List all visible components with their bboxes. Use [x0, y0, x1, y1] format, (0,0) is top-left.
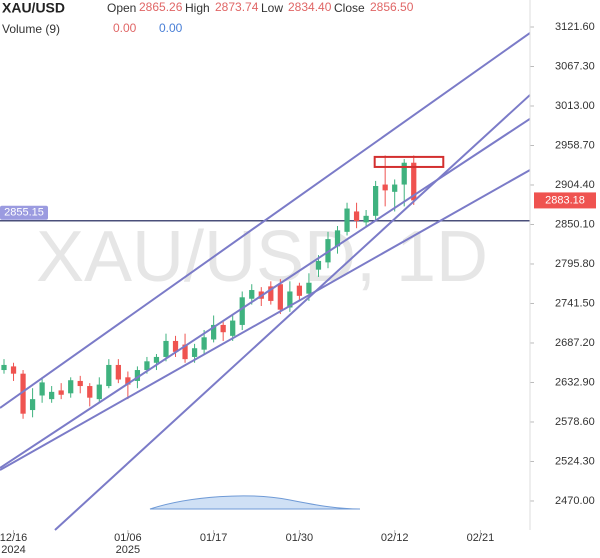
volume-label: Volume (9): [2, 22, 60, 36]
volume-value: 0.00: [159, 21, 183, 35]
candle-body: [287, 291, 293, 308]
candle-body: [106, 364, 112, 387]
x-tick-label: 02/12: [381, 532, 409, 544]
y-tick-label: 3121.60: [555, 21, 595, 33]
candle-body: [296, 285, 303, 296]
y-tick-label: 2850.10: [555, 218, 595, 230]
legend-value: 2834.40: [288, 0, 332, 14]
y-tick-label: 2524.30: [555, 455, 595, 467]
candle-body: [153, 356, 160, 363]
y-tick-label: 2741.50: [555, 297, 595, 309]
candle-body: [144, 361, 150, 371]
last-price-label: 2883.18: [545, 194, 585, 206]
candle-body: [172, 340, 179, 352]
candle-body: [268, 286, 274, 301]
hline-label: 2855.15: [4, 207, 44, 219]
plot-layer: 2855.15: [0, 32, 531, 531]
y-tick-label: 2958.70: [555, 139, 595, 151]
candle-body: [49, 391, 55, 400]
candle-body: [334, 230, 341, 247]
legend-value: 2873.74: [215, 0, 259, 14]
candle-body: [1, 364, 7, 371]
candle-body: [134, 370, 141, 381]
symbol: XAU/USD: [2, 0, 65, 16]
candle-body: [201, 337, 207, 350]
candle-body: [39, 382, 45, 396]
legend-label: High: [185, 1, 210, 15]
candle-body: [20, 373, 26, 414]
legend-value: 2865.26: [139, 0, 183, 14]
candle-body: [220, 324, 226, 333]
candle-body: [239, 297, 245, 325]
candle-body: [96, 384, 102, 400]
candle-body: [382, 184, 388, 191]
y-tick-label: 2578.60: [555, 416, 595, 428]
candle-body: [87, 386, 93, 398]
x-tick-label: 01/06: [114, 532, 142, 544]
background-layer: [13, 26, 534, 534]
trendline: [54, 94, 531, 531]
y-tick-label: 2904.40: [555, 179, 595, 191]
candle-body: [211, 324, 217, 340]
last-price-box: [534, 192, 596, 209]
legend-label: Close: [334, 1, 365, 15]
candle-body: [401, 162, 407, 185]
volume-value: 0.00: [113, 21, 137, 35]
candle-body: [230, 320, 236, 336]
y-tick-label: 2632.90: [555, 376, 595, 388]
candle-body: [373, 186, 379, 216]
candle-body: [249, 290, 255, 299]
legend-label: Open: [107, 1, 136, 15]
candle-body: [344, 208, 350, 232]
candle-body: [182, 344, 188, 360]
trendline: [0, 32, 531, 409]
candle-body: [363, 215, 369, 223]
highlight-box: [373, 155, 445, 168]
header: XAU/USD Open 2865.26 High 2873.74 Low 28…: [2, 0, 414, 36]
candle-body: [125, 377, 131, 385]
trendline: [0, 169, 531, 471]
candle-body: [411, 162, 417, 201]
x-tick-label: 12/16: [0, 532, 27, 544]
candle-body: [68, 380, 74, 394]
x-tick-label: 01/17: [200, 532, 228, 544]
x-tick-label: 02/21: [467, 532, 495, 544]
candle-body: [353, 211, 360, 221]
y-tick-label: 2687.20: [555, 337, 595, 349]
legend-value: 2856.50: [370, 0, 414, 14]
y-tick-label: 3067.30: [555, 60, 595, 72]
y-tick-label: 3013.00: [555, 100, 595, 112]
candle-body: [115, 364, 121, 380]
watermark: XAU/USD, 1D: [36, 217, 488, 297]
candle-body: [191, 348, 198, 357]
candle-body: [163, 340, 169, 357]
candle-body: [277, 284, 283, 310]
x-year-label: 2024: [1, 544, 25, 556]
x-tick-label: 01/30: [286, 532, 314, 544]
candle-body: [306, 282, 312, 294]
legend-label: Low: [261, 1, 283, 15]
candle-body: [315, 260, 322, 270]
hline-label-box: [0, 205, 48, 220]
volume-average-area: [149, 495, 361, 510]
candle-body: [10, 366, 17, 374]
y-tick-label: 2795.80: [555, 258, 595, 270]
candle-body: [77, 380, 83, 387]
y-tick-label: 2470.00: [555, 495, 595, 507]
candle-body: [58, 390, 64, 395]
x-year-label: 2025: [116, 544, 140, 556]
candle-body: [392, 184, 398, 192]
candle-body: [29, 399, 36, 411]
